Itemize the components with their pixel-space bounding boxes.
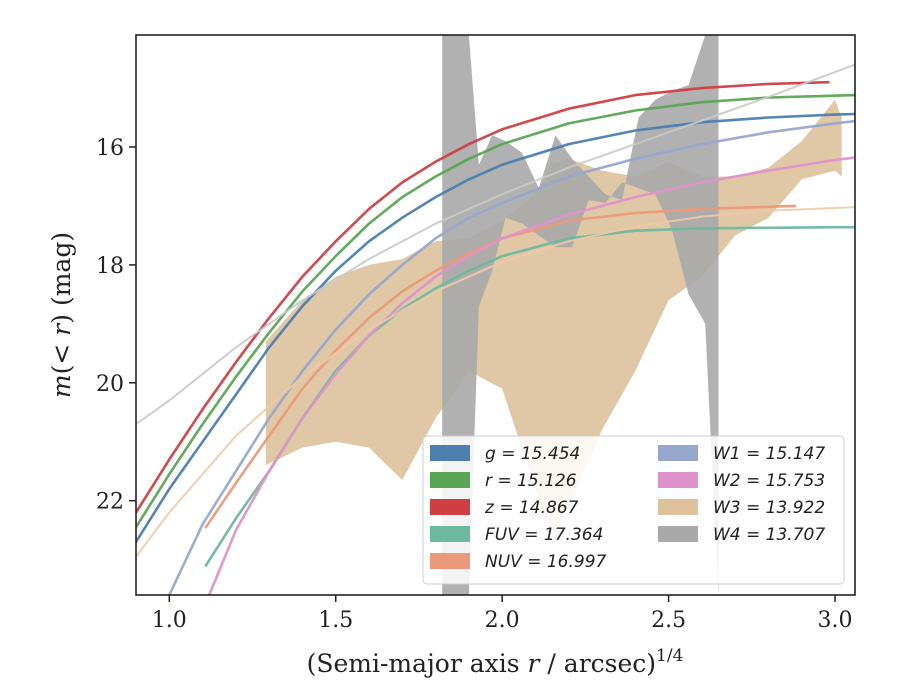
legend-r-swatch bbox=[430, 472, 470, 488]
legend-w2-label: W2 = 15.753 bbox=[713, 471, 825, 491]
x-tick-label: 2.0 bbox=[485, 608, 520, 633]
y-axis-label-mid: (< bbox=[47, 336, 76, 375]
y-tick-label: 20 bbox=[96, 372, 124, 397]
plot-frame bbox=[135, 34, 856, 596]
legend-w4-swatch bbox=[658, 526, 698, 542]
series-line-w2 bbox=[207, 156, 855, 595]
x-tick-label: 1.5 bbox=[318, 608, 353, 633]
band-w4 bbox=[442, 35, 719, 595]
series-line-g bbox=[136, 112, 855, 544]
legend-g-swatch bbox=[430, 445, 470, 461]
series-line-z bbox=[136, 80, 830, 514]
legend-r-label: r = 15.126 bbox=[485, 471, 577, 491]
x-axis-label-main: (Semi-major axis bbox=[307, 649, 528, 678]
x-axis: 1.0 1.5 2.0 2.5 3.0 bbox=[152, 595, 853, 633]
legend-z-label: z = 14.867 bbox=[484, 498, 579, 518]
legend-nuv-label: NUV = 16.997 bbox=[485, 552, 607, 572]
legend-w2-swatch bbox=[658, 472, 698, 488]
x-tick-label: 1.0 bbox=[152, 608, 187, 633]
legend-nuv-swatch bbox=[430, 553, 470, 569]
x-tick-label: 2.5 bbox=[651, 608, 686, 633]
series-line-model-8 bbox=[136, 206, 855, 558]
x-axis-label-unit: / arcsec) bbox=[539, 649, 656, 678]
x-axis-label-var: r bbox=[528, 649, 542, 678]
y-axis-label: m(< r) (mag) bbox=[47, 232, 76, 398]
legend-w3-swatch bbox=[658, 499, 698, 515]
x-axis-label: (Semi-major axis r / arcsec)1/4 bbox=[307, 646, 684, 678]
lines-layer bbox=[136, 63, 855, 595]
x-tick-label: 3.0 bbox=[818, 608, 853, 633]
y-axis-label-var: r bbox=[47, 322, 76, 336]
legend-w1-swatch bbox=[658, 445, 698, 461]
y-tick-label: 22 bbox=[96, 490, 124, 515]
y-axis-label-prefix: m bbox=[47, 374, 76, 398]
y-tick-label: 16 bbox=[96, 136, 124, 161]
legend-w1-label: W1 = 15.147 bbox=[713, 444, 825, 464]
series-line-nuv bbox=[204, 204, 797, 529]
series-line-r bbox=[136, 93, 855, 529]
legend-g-label: g = 15.454 bbox=[485, 444, 580, 464]
legend-w4-label: W4 = 13.707 bbox=[713, 525, 825, 545]
x-axis-label-exp: 1/4 bbox=[656, 646, 683, 666]
y-tick-label: 18 bbox=[96, 254, 124, 279]
plot-area bbox=[136, 35, 855, 595]
legend-w3-label: W3 = 13.922 bbox=[713, 498, 825, 518]
y-axis-label-suffix: ) (mag) bbox=[47, 232, 76, 324]
legend-box bbox=[422, 435, 845, 585]
series-line-w1 bbox=[168, 119, 855, 595]
legend-fuv-label: FUV = 17.364 bbox=[485, 525, 603, 545]
legend-fuv-swatch bbox=[430, 526, 470, 542]
legend-z-swatch bbox=[430, 499, 470, 515]
series-line-model-7 bbox=[136, 63, 855, 426]
legend: g = 15.454 r = 15.126 z = 14.867 FUV = 17.3… bbox=[422, 435, 845, 585]
y-axis: 16 18 20 22 bbox=[96, 136, 136, 515]
